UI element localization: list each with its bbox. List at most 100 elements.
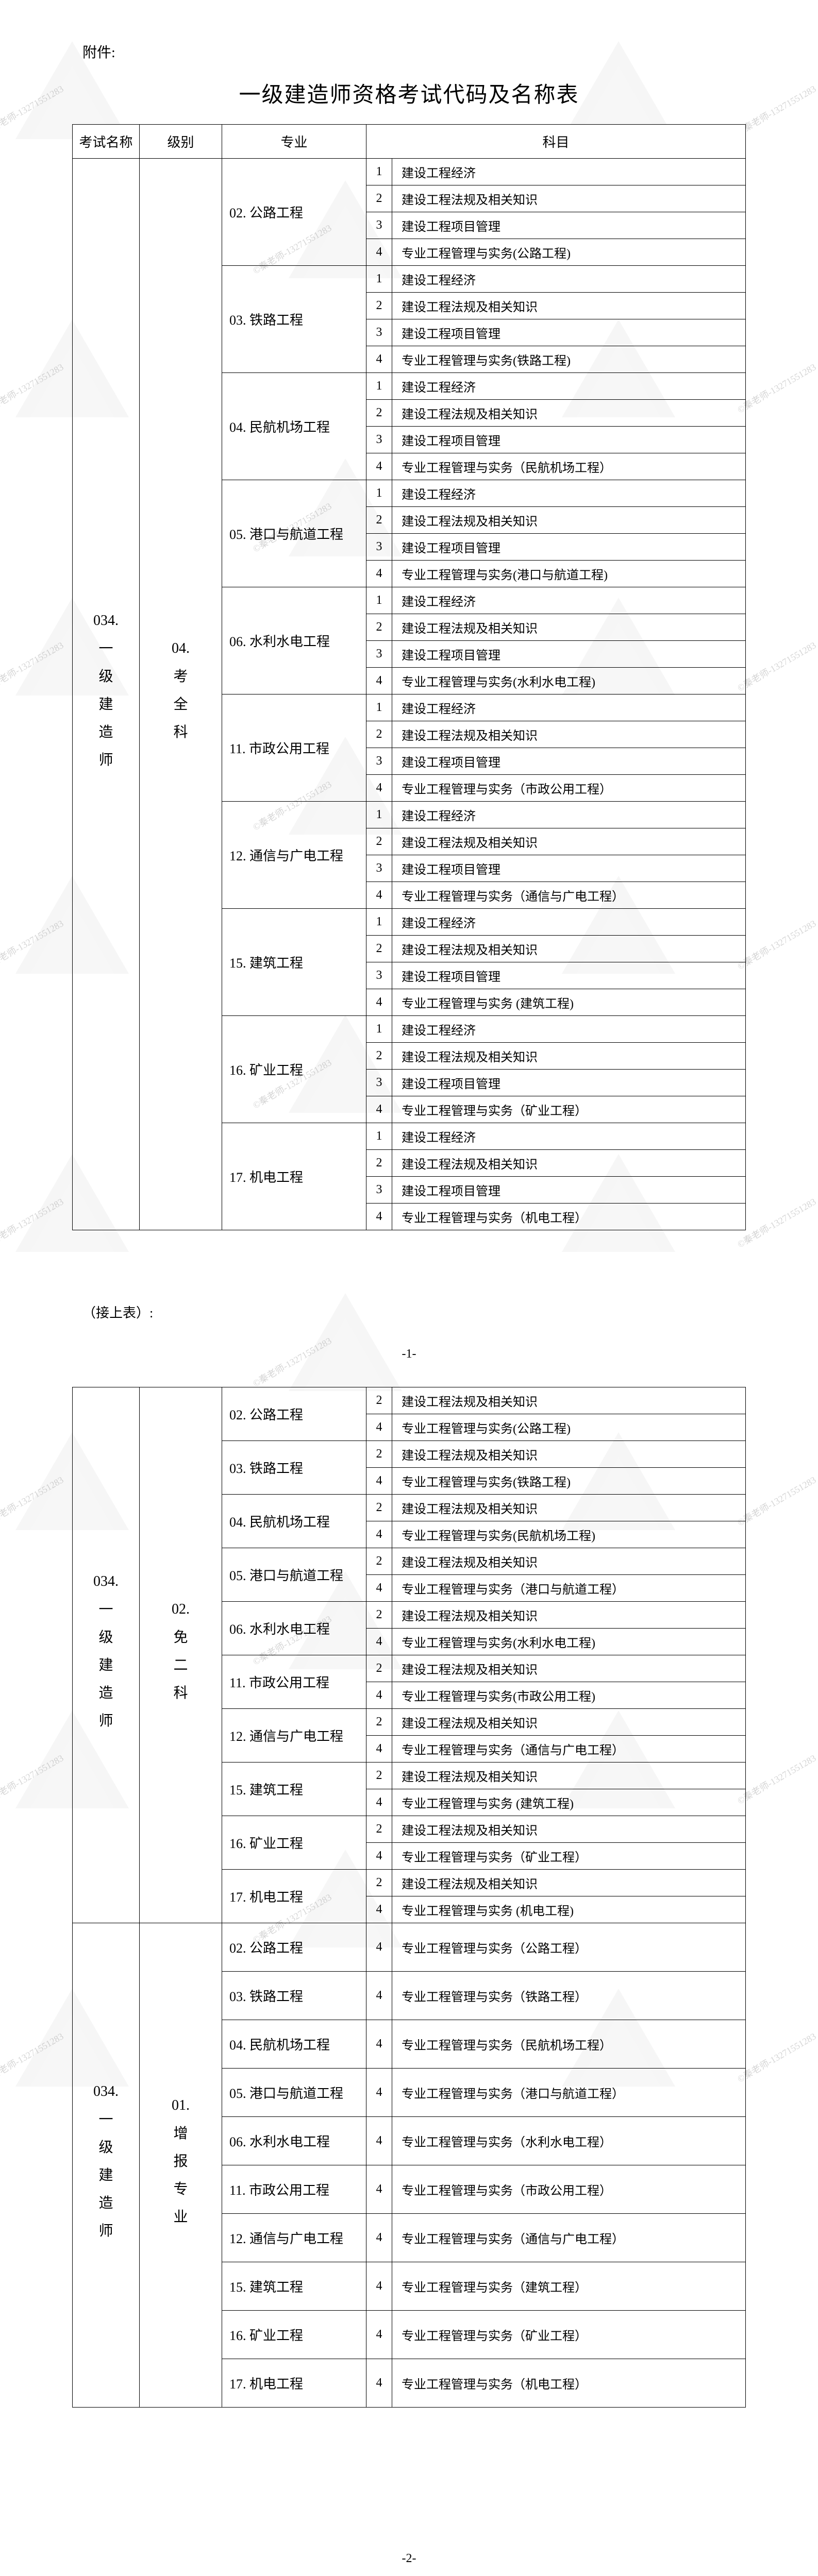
subject-number: 2 <box>366 1441 392 1468</box>
major-cell: 16. 矿业工程 <box>222 1016 366 1123</box>
subject-number: 2 <box>366 614 392 641</box>
major-cell: 04. 民航机场工程 <box>222 373 366 480</box>
subject-name: 建设工程法规及相关知识 <box>392 721 746 748</box>
subject-name: 建设工程项目管理 <box>392 534 746 561</box>
subject-name: 专业工程管理与实务(公路工程) <box>392 1414 746 1441</box>
subject-number: 2 <box>366 1709 392 1736</box>
subject-number: 4 <box>366 1923 392 1972</box>
subject-number: 4 <box>366 1789 392 1816</box>
subject-name: 专业工程管理与实务（机电工程） <box>392 2359 746 2408</box>
subject-number: 4 <box>366 2020 392 2069</box>
subject-number: 2 <box>366 936 392 962</box>
subject-name: 建设工程法规及相关知识 <box>392 1870 746 1896</box>
major-cell: 05. 港口与航道工程 <box>222 2069 366 2117</box>
subject-name: 建设工程法规及相关知识 <box>392 1655 746 1682</box>
major-cell: 11. 市政公用工程 <box>222 694 366 802</box>
subject-number: 2 <box>366 1816 392 1843</box>
subject-name: 建设工程法规及相关知识 <box>392 1548 746 1575</box>
subject-number: 3 <box>366 641 392 668</box>
page-2: （接上表）: -1- 034.一级建造师02.免二科02. 公路工程2建设工程法… <box>0 1261 818 2576</box>
exam-name-cell: 034.一级建造师 <box>73 1923 140 2408</box>
major-cell: 03. 铁路工程 <box>222 1441 366 1495</box>
subject-name: 建设工程法规及相关知识 <box>392 1387 746 1414</box>
subject-number: 2 <box>366 185 392 212</box>
subject-number: 4 <box>366 1096 392 1123</box>
table-header-row: 考试名称 级别 专业 科目 <box>73 125 746 159</box>
page-1: 附件: 一级建造师资格考试代码及名称表 考试名称 级别 专业 科目 034.一级… <box>0 0 818 1261</box>
header-subject: 科目 <box>366 125 746 159</box>
subject-name: 建设工程法规及相关知识 <box>392 828 746 855</box>
subject-number: 4 <box>366 2311 392 2359</box>
subject-name: 建设工程法规及相关知识 <box>392 936 746 962</box>
subject-name: 建设工程法规及相关知识 <box>392 400 746 427</box>
subject-number: 2 <box>366 1495 392 1521</box>
subject-name: 专业工程管理与实务（矿业工程） <box>392 1096 746 1123</box>
major-cell: 02. 公路工程 <box>222 1923 366 1972</box>
subject-name: 建设工程经济 <box>392 159 746 185</box>
subject-number: 1 <box>366 802 392 828</box>
subject-name: 建设工程项目管理 <box>392 855 746 882</box>
subject-number: 4 <box>366 1204 392 1230</box>
subject-name: 专业工程管理与实务(市政公用工程) <box>392 1682 746 1709</box>
major-cell: 17. 机电工程 <box>222 1123 366 1230</box>
major-cell: 06. 水利水电工程 <box>222 2117 366 2165</box>
subject-name: 专业工程管理与实务 (建筑工程) <box>392 989 746 1016</box>
subject-name: 专业工程管理与实务(民航机场工程) <box>392 1521 746 1548</box>
subject-name: 建设工程法规及相关知识 <box>392 293 746 319</box>
major-cell: 11. 市政公用工程 <box>222 2165 366 2214</box>
table-row: 034.一级建造师02.免二科02. 公路工程2建设工程法规及相关知识 <box>73 1387 746 1414</box>
major-cell: 16. 矿业工程 <box>222 2311 366 2359</box>
subject-number: 2 <box>366 721 392 748</box>
subject-number: 2 <box>366 1043 392 1070</box>
table-row: 034.一级建造师01.增报专业02. 公路工程4专业工程管理与实务（公路工程） <box>73 1923 746 1972</box>
subject-number: 3 <box>366 748 392 775</box>
major-cell: 12. 通信与广电工程 <box>222 802 366 909</box>
subject-number: 2 <box>366 1602 392 1629</box>
subject-number: 4 <box>366 2262 392 2311</box>
subject-name: 建设工程经济 <box>392 694 746 721</box>
major-cell: 06. 水利水电工程 <box>222 1602 366 1655</box>
major-cell: 15. 建筑工程 <box>222 1762 366 1816</box>
subject-name: 建设工程经济 <box>392 480 746 507</box>
subject-number: 2 <box>366 1387 392 1414</box>
subject-name: 专业工程管理与实务（机电工程） <box>392 1204 746 1230</box>
subject-name: 建设工程项目管理 <box>392 212 746 239</box>
subject-number: 1 <box>366 1123 392 1150</box>
subject-number: 4 <box>366 346 392 373</box>
subject-name: 专业工程管理与实务（通信与广电工程） <box>392 2214 746 2262</box>
major-cell: 02. 公路工程 <box>222 159 366 266</box>
subject-number: 4 <box>366 2165 392 2214</box>
subject-number: 4 <box>366 775 392 802</box>
subject-name: 专业工程管理与实务（通信与广电工程） <box>392 1736 746 1762</box>
subject-number: 2 <box>366 400 392 427</box>
subject-number: 2 <box>366 828 392 855</box>
subject-number: 4 <box>366 1468 392 1495</box>
subject-name: 专业工程管理与实务(港口与航道工程) <box>392 561 746 587</box>
table-row: 034.一级建造师04.考全科02. 公路工程1建设工程经济 <box>73 159 746 185</box>
attachment-label: 附件: <box>72 41 746 62</box>
subject-number: 4 <box>366 453 392 480</box>
subject-name: 建设工程经济 <box>392 802 746 828</box>
major-cell: 11. 市政公用工程 <box>222 1655 366 1709</box>
subject-name: 专业工程管理与实务 (机电工程) <box>392 1896 746 1923</box>
subject-name: 专业工程管理与实务（民航机场工程） <box>392 2020 746 2069</box>
subject-name: 建设工程项目管理 <box>392 748 746 775</box>
subject-number: 3 <box>366 427 392 453</box>
subject-name: 专业工程管理与实务 (建筑工程) <box>392 1789 746 1816</box>
page-2-number: -2- <box>72 2552 746 2566</box>
major-cell: 04. 民航机场工程 <box>222 1495 366 1548</box>
major-cell: 05. 港口与航道工程 <box>222 1548 366 1602</box>
subject-number: 4 <box>366 2069 392 2117</box>
subject-name: 专业工程管理与实务（港口与航道工程） <box>392 2069 746 2117</box>
subject-number: 2 <box>366 1655 392 1682</box>
subject-number: 4 <box>366 2214 392 2262</box>
subject-name: 专业工程管理与实务（水利水电工程） <box>392 2117 746 2165</box>
subject-name: 建设工程法规及相关知识 <box>392 185 746 212</box>
major-cell: 04. 民航机场工程 <box>222 2020 366 2069</box>
subject-name: 建设工程经济 <box>392 1016 746 1043</box>
subject-name: 专业工程管理与实务（建筑工程） <box>392 2262 746 2311</box>
subject-number: 4 <box>366 561 392 587</box>
subject-name: 专业工程管理与实务(铁路工程) <box>392 346 746 373</box>
header-exam-name: 考试名称 <box>73 125 140 159</box>
subject-name: 专业工程管理与实务（市政公用工程） <box>392 775 746 802</box>
